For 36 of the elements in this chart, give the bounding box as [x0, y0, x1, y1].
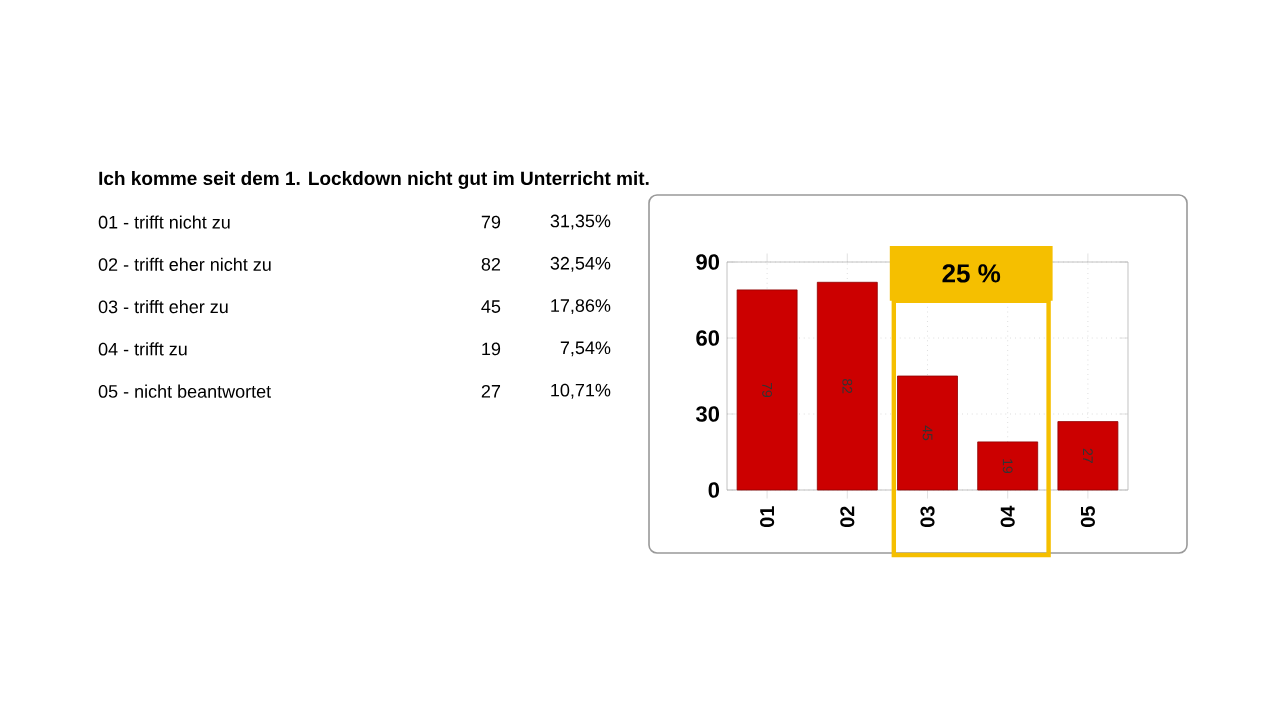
- text: 32,54%: [550, 256, 611, 272]
- text: 10,71%: [551, 383, 611, 399]
- text: 03 - trifft eher zu: [98, 299, 228, 314]
- text: 31,35%: [550, 214, 611, 230]
- data-label: 19: [1002, 459, 1013, 474]
- text: 19: [482, 342, 501, 356]
- x-tick-label: 02: [840, 506, 855, 528]
- text: 27: [481, 384, 501, 398]
- x-tick-label: 01: [760, 506, 775, 528]
- data-label: 82: [842, 378, 853, 394]
- data-label: 45: [922, 425, 933, 441]
- y-tick-label: 90: [696, 254, 720, 270]
- text: 01 - trifft nicht zu: [98, 215, 230, 229]
- data-label: 79: [762, 382, 773, 398]
- bar: [897, 375, 958, 491]
- bar: [736, 289, 798, 491]
- text: 17,86%: [551, 299, 611, 315]
- text: Ich komme seit dem 1. Lockdown nicht gut im Unterricht mit.: [99, 171, 649, 189]
- y-tick-label: 30: [695, 406, 720, 422]
- bar: [1057, 421, 1119, 491]
- x-tick-label: 03: [920, 506, 935, 528]
- x-tick-label: 04: [1000, 505, 1015, 528]
- text: 79: [481, 215, 501, 229]
- y-tick-label: 0: [708, 482, 720, 498]
- text: 7,54%: [560, 341, 611, 357]
- y-tick-label: 60: [696, 330, 720, 346]
- text: 02 - trifft eher nicht zu: [98, 257, 271, 271]
- band-label: 25 %: [942, 264, 1001, 283]
- x-tick-label: 05: [1080, 506, 1095, 528]
- bar: [816, 281, 878, 491]
- text: 82: [481, 257, 501, 271]
- text: 05 - nicht beantwortet: [98, 384, 271, 398]
- bar: [977, 441, 1039, 491]
- text: 04 - trifft zu: [98, 342, 187, 356]
- text: 45: [481, 300, 501, 313]
- data-label: 27: [1083, 448, 1093, 463]
